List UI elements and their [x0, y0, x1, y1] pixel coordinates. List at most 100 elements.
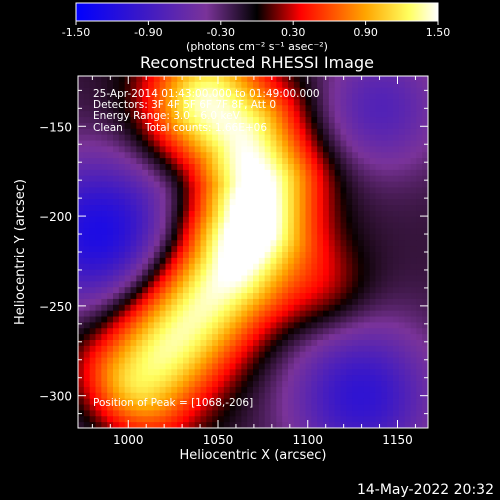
heatmap-cell: [130, 152, 137, 159]
heatmap-cell: [200, 111, 207, 118]
heatmap-cell: [293, 298, 301, 306]
heatmap-cell: [270, 169, 277, 177]
heatmap-cell: [293, 328, 301, 335]
heatmap-cell: [393, 164, 400, 171]
heatmap-cell: [340, 158, 347, 165]
heatmap-cell: [206, 257, 213, 265]
heatmap-cell: [200, 298, 207, 306]
heatmap-cell: [136, 205, 143, 212]
heatmap-cell: [398, 386, 406, 394]
heatmap-cell: [165, 298, 172, 306]
heatmap-cell: [346, 205, 353, 212]
heatmap-cell: [101, 351, 108, 359]
heatmap-cell: [183, 175, 190, 183]
heatmap-cell: [241, 152, 248, 159]
heatmap-cell: [229, 404, 236, 411]
heatmap-cell: [346, 404, 353, 411]
heatmap-cell: [200, 369, 207, 376]
heatmap-cell: [393, 228, 400, 235]
heatmap-cell: [142, 76, 149, 83]
heatmap-cell: [323, 310, 330, 318]
heatmap-cell: [148, 146, 155, 153]
heatmap-cell: [113, 205, 120, 212]
heatmap-cell: [328, 334, 336, 341]
heatmap-cell: [375, 246, 382, 253]
heatmap-cell: [113, 199, 120, 206]
heatmap-cell: [159, 93, 166, 100]
heatmap-cell: [258, 105, 266, 112]
heatmap-cell: [171, 134, 178, 142]
heatmap-cell: [136, 293, 143, 300]
heatmap-cell: [264, 381, 271, 388]
heatmap-cell: [188, 357, 196, 364]
heatmap-cell: [276, 340, 283, 347]
heatmap-cell: [101, 199, 108, 206]
heatmap-cell: [183, 164, 190, 171]
heatmap-cell: [288, 87, 295, 95]
heatmap-cell: [89, 140, 96, 147]
heatmap-cell: [398, 117, 406, 124]
heatmap-cell: [165, 128, 172, 136]
heatmap-cell: [83, 87, 91, 95]
heatmap-cell: [148, 322, 155, 329]
heatmap-cell: [241, 257, 248, 265]
heatmap-cell: [206, 158, 213, 165]
heatmap-cell: [247, 240, 254, 247]
heatmap-cell: [165, 81, 172, 89]
heatmap-cell: [136, 328, 143, 335]
heatmap-cell: [317, 87, 324, 95]
heatmap-cell: [212, 398, 219, 406]
heatmap-cell: [375, 369, 382, 376]
heatmap-cell: [223, 269, 231, 276]
heatmap-cell: [101, 316, 108, 323]
heatmap-cell: [130, 257, 137, 265]
heatmap-cell: [282, 146, 289, 153]
heatmap-cell: [159, 222, 166, 230]
heatmap-cell: [387, 334, 394, 341]
heatmap-cell: [107, 334, 114, 341]
heatmap-cell: [183, 381, 190, 388]
heatmap-cell: [375, 140, 382, 147]
heatmap-cell: [188, 263, 196, 271]
heatmap-cell: [334, 128, 341, 136]
heatmap-cell: [398, 316, 406, 323]
heatmap-cell: [334, 87, 341, 95]
heatmap-cell: [171, 181, 178, 188]
heatmap-cell: [381, 222, 388, 230]
heatmap-cell: [305, 99, 312, 106]
heatmap-cell: [398, 128, 406, 136]
heatmap-cell: [258, 287, 266, 294]
heatmap-cell: [113, 293, 120, 300]
heatmap-cell: [235, 175, 242, 183]
heatmap-cell: [124, 99, 131, 106]
heatmap-cell: [264, 146, 271, 153]
heatmap-cell: [78, 298, 85, 306]
heatmap-cell: [183, 310, 190, 318]
heatmap-cell: [375, 363, 382, 370]
heatmap-cell: [293, 193, 301, 200]
heatmap-cell: [311, 416, 318, 423]
heatmap-cell: [253, 140, 260, 147]
heatmap-cell: [200, 422, 207, 429]
heatmap-cell: [247, 404, 254, 411]
heatmap-cell: [95, 404, 102, 411]
heatmap-cell: [188, 410, 196, 417]
heatmap-cell: [95, 122, 102, 130]
heatmap-cell: [387, 175, 394, 183]
heatmap-cell: [299, 228, 306, 235]
heatmap-cell: [334, 76, 341, 83]
heatmap-cell: [334, 122, 341, 130]
heatmap-cell: [165, 334, 172, 341]
heatmap-cell: [334, 175, 341, 183]
heatmap-cell: [107, 181, 114, 188]
heatmap-cell: [177, 386, 184, 394]
heatmap-cell: [416, 316, 423, 323]
heatmap-cell: [282, 158, 289, 165]
heatmap-cell: [258, 375, 266, 382]
heatmap-cell: [387, 345, 394, 353]
heatmap-cell: [305, 392, 312, 400]
heatmap-cell: [375, 269, 382, 276]
heatmap-cell: [153, 381, 161, 388]
heatmap-cell: [223, 81, 231, 89]
heatmap-cell: [188, 281, 196, 288]
